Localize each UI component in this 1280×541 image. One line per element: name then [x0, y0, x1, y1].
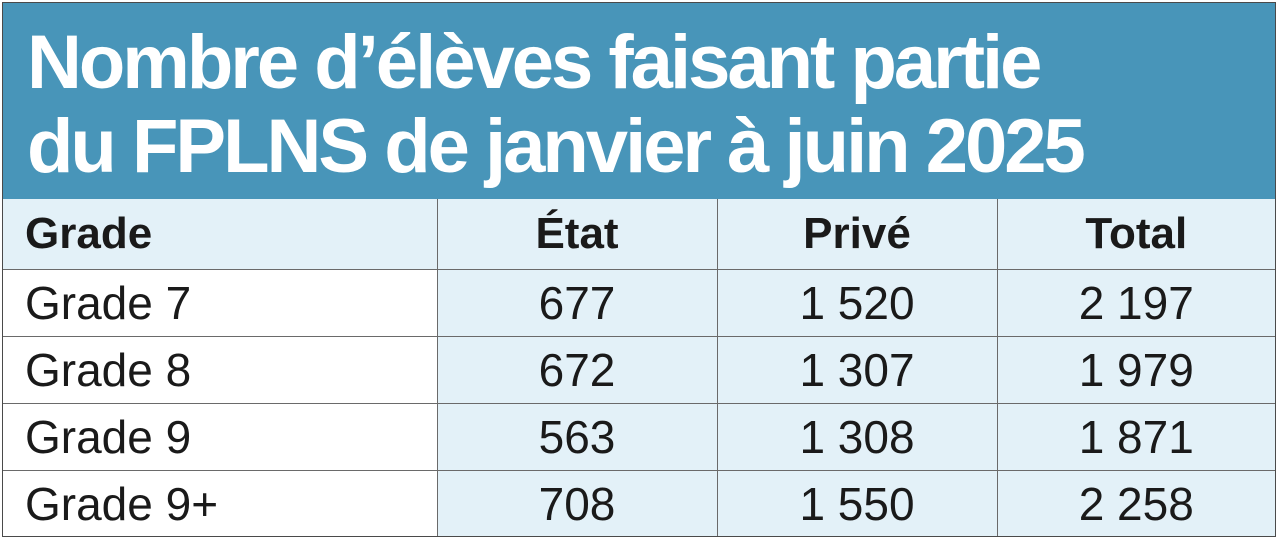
cell-etat: 672 — [437, 336, 718, 404]
cell-etat: 677 — [437, 269, 718, 337]
cell-etat: 708 — [437, 470, 718, 536]
cell-total: 2 197 — [997, 269, 1275, 337]
cell-total: 1 979 — [997, 336, 1275, 404]
table-row: Grade 8 672 1 307 1 979 — [3, 336, 1275, 404]
data-table: Grade État Privé Total Grade 7 677 1 520… — [3, 199, 1275, 536]
cell-prive: 1 308 — [717, 403, 998, 471]
cell-etat: 563 — [437, 403, 718, 471]
header-grade: Grade — [3, 199, 438, 270]
header-prive: Privé — [717, 199, 998, 270]
table-row: Grade 7 677 1 520 2 197 — [3, 269, 1275, 337]
table-row: Grade 9 563 1 308 1 871 — [3, 403, 1275, 471]
cell-total: 2 258 — [997, 470, 1275, 536]
cell-prive: 1 520 — [717, 269, 998, 337]
table-row: Grade 9+ 708 1 550 2 258 — [3, 470, 1275, 536]
title-banner: Nombre d’élèves faisant partie du FPLNS … — [3, 3, 1275, 199]
cell-grade: Grade 9+ — [3, 470, 438, 536]
cell-grade: Grade 7 — [3, 269, 438, 337]
header-total: Total — [997, 199, 1275, 270]
cell-grade: Grade 9 — [3, 403, 438, 471]
header-row: Grade État Privé Total — [3, 199, 1275, 270]
cell-grade: Grade 8 — [3, 336, 438, 404]
cell-prive: 1 550 — [717, 470, 998, 536]
cell-total: 1 871 — [997, 403, 1275, 471]
title-line-1: Nombre d’élèves faisant partie — [27, 20, 1042, 105]
header-etat: État — [437, 199, 718, 270]
cell-prive: 1 307 — [717, 336, 998, 404]
title-line-2: du FPLNS de janvier à juin 2025 — [27, 104, 1086, 189]
